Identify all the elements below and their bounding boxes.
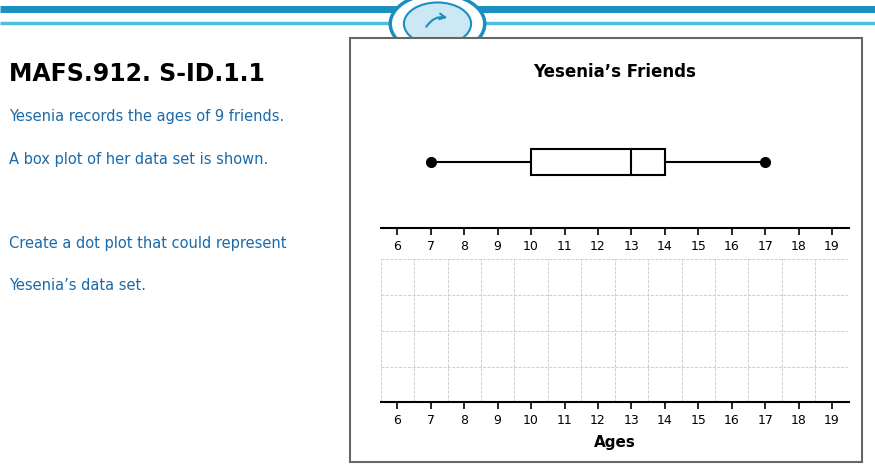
Circle shape	[390, 0, 485, 54]
X-axis label: Ages: Ages	[594, 436, 635, 450]
Text: Yesenia records the ages of 9 friends.: Yesenia records the ages of 9 friends.	[9, 109, 284, 125]
Text: Create a dot plot that could represent: Create a dot plot that could represent	[9, 236, 286, 251]
Circle shape	[404, 2, 471, 45]
Bar	[531, 149, 665, 175]
Text: A box plot of her data set is shown.: A box plot of her data set is shown.	[9, 151, 268, 167]
Title: Yesenia’s Friends: Yesenia’s Friends	[533, 63, 696, 81]
Text: MAFS.912. S-ID.1.1: MAFS.912. S-ID.1.1	[9, 62, 264, 86]
Text: Yesenia’s data set.: Yesenia’s data set.	[9, 278, 146, 293]
